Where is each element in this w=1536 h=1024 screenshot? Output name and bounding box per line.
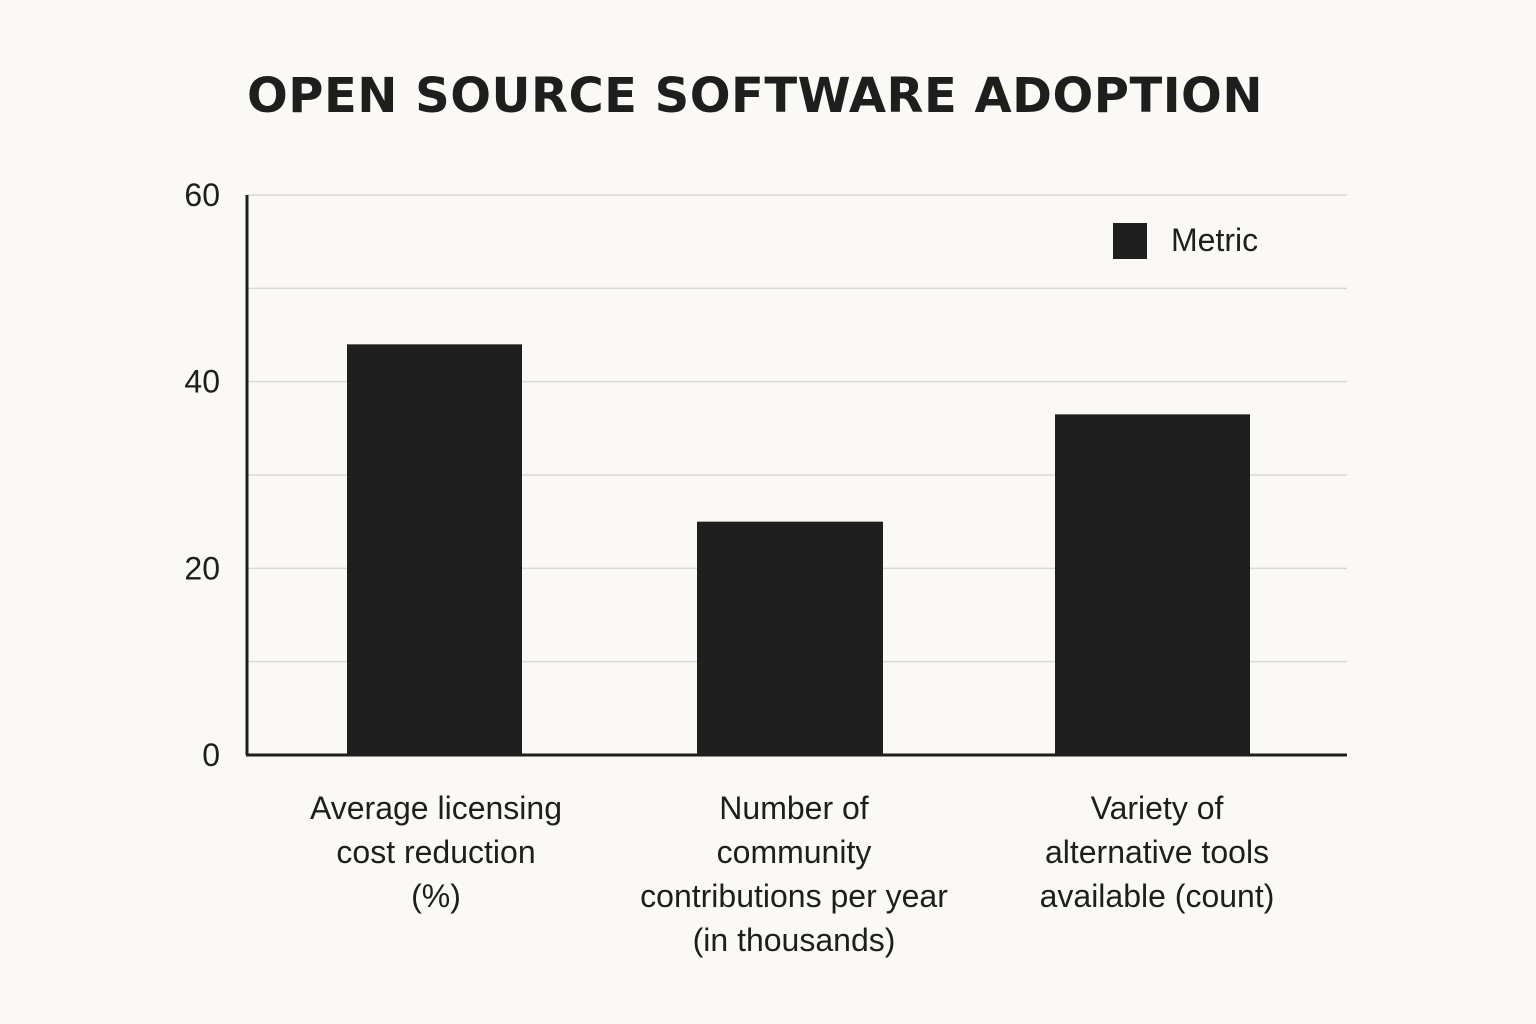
legend: Metric bbox=[1113, 222, 1258, 259]
legend-label-metric: Metric bbox=[1171, 222, 1259, 258]
y-tick-label: 0 bbox=[202, 737, 220, 773]
x-category-label-line: contributions per year bbox=[640, 878, 948, 914]
x-category-label-line: alternative tools bbox=[1044, 834, 1270, 870]
x-category-label-line: cost reduction bbox=[336, 834, 536, 870]
x-category-label: Number of community contributions per year… bbox=[604, 786, 984, 962]
x-category-label-line: (%) bbox=[411, 878, 461, 914]
y-tick-label: 20 bbox=[184, 550, 220, 586]
x-category-label: Average licensing cost reduction (%) bbox=[246, 786, 626, 918]
legend-swatch bbox=[1113, 222, 1147, 259]
y-tick-label: 40 bbox=[184, 364, 220, 400]
y-tick-labels: 0 20 40 60 bbox=[184, 177, 220, 773]
bars bbox=[347, 344, 1250, 755]
chart-title: OPEN SOURCE SOFTWARE ADOPTION bbox=[246, 68, 1264, 124]
bar bbox=[697, 521, 883, 755]
x-category-label-line: Number of bbox=[719, 790, 869, 826]
x-category-label-line: Variety of bbox=[1090, 790, 1224, 826]
x-category-label-line: (in thousands) bbox=[692, 922, 896, 958]
x-category-label-line: Average licensing bbox=[309, 790, 562, 826]
bar bbox=[347, 344, 522, 755]
x-category-label: Variety of alternative tools available (co… bbox=[967, 786, 1347, 918]
x-category-label-line: community bbox=[716, 834, 872, 870]
bar bbox=[1055, 414, 1250, 755]
x-category-label-line: available (count) bbox=[1039, 878, 1275, 914]
y-tick-label: 60 bbox=[184, 177, 220, 213]
